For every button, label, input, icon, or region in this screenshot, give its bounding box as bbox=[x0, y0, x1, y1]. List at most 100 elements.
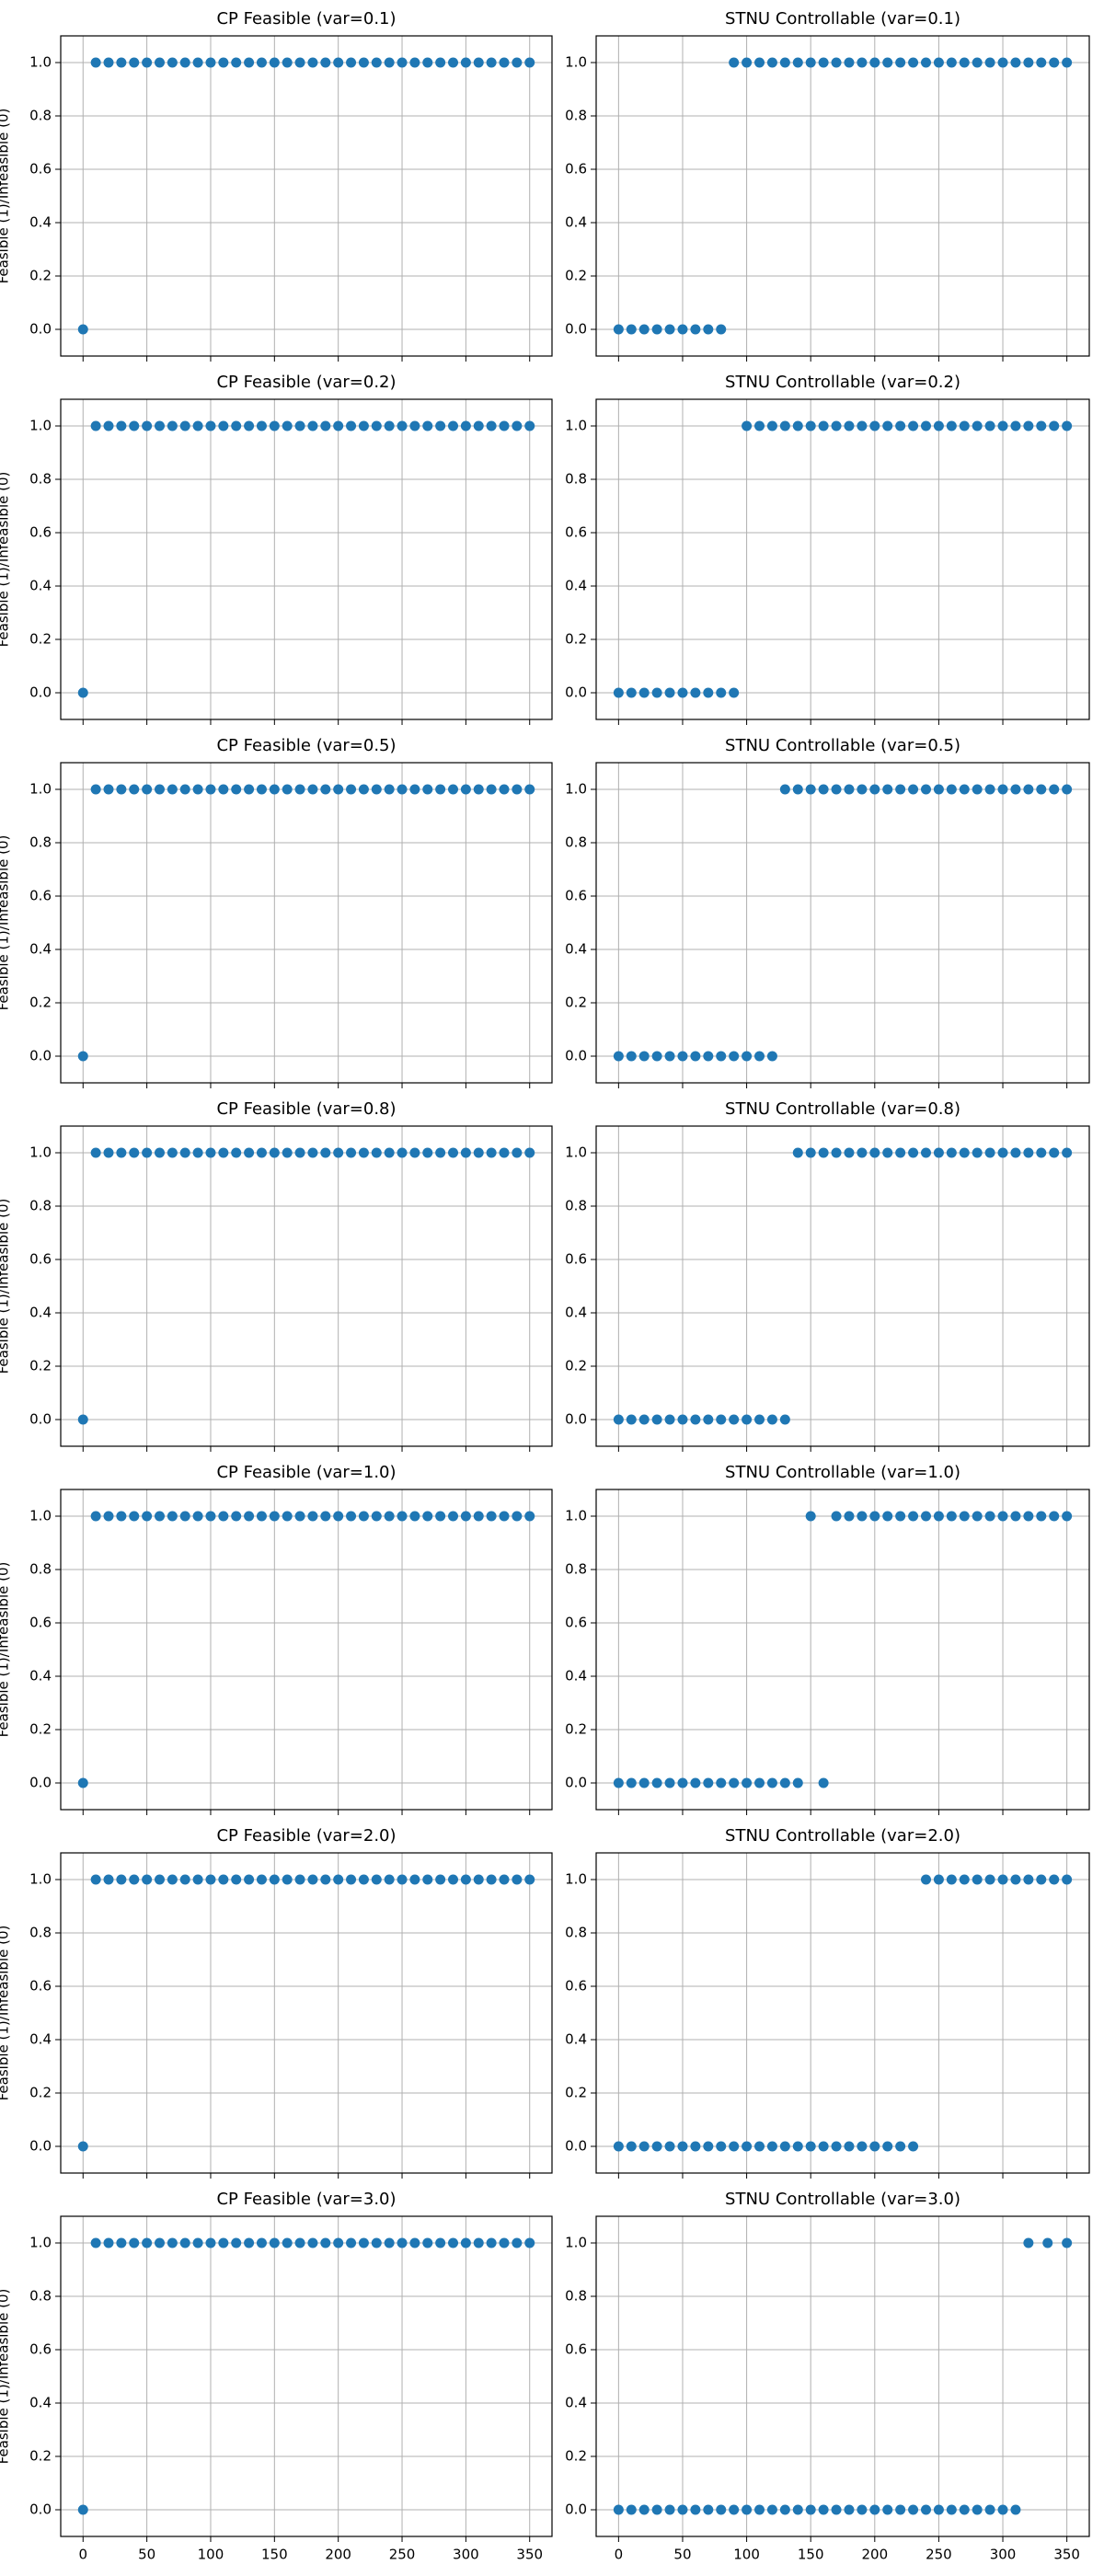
data-point bbox=[792, 2504, 803, 2515]
data-point bbox=[371, 1874, 382, 1885]
data-point bbox=[818, 1147, 829, 1158]
data-point bbox=[1062, 1147, 1073, 1158]
data-point bbox=[448, 784, 459, 795]
data-point bbox=[269, 2237, 280, 2248]
data-point bbox=[218, 1511, 229, 1522]
data-point bbox=[933, 57, 944, 68]
axes-frame bbox=[60, 1125, 553, 1447]
y-tick-label: 0.6 bbox=[29, 888, 52, 904]
y-tick-label: 0.8 bbox=[29, 1561, 52, 1578]
data-point bbox=[499, 420, 510, 431]
data-point bbox=[857, 2141, 868, 2152]
data-point bbox=[524, 420, 535, 431]
data-point bbox=[142, 57, 153, 68]
y-tick-label: 0.2 bbox=[565, 631, 587, 648]
data-point bbox=[294, 784, 305, 795]
data-point bbox=[167, 57, 178, 68]
data-point bbox=[448, 57, 459, 68]
data-point bbox=[1036, 784, 1047, 795]
data-point bbox=[179, 1147, 190, 1158]
data-point bbox=[844, 1147, 855, 1158]
data-point bbox=[269, 1511, 280, 1522]
axes-frame bbox=[595, 35, 1090, 357]
data-point bbox=[90, 420, 101, 431]
data-point bbox=[908, 420, 919, 431]
data-point bbox=[473, 2237, 484, 2248]
data-point bbox=[754, 57, 765, 68]
data-point bbox=[460, 2237, 471, 2248]
y-tick-label: 0.6 bbox=[565, 161, 587, 178]
data-point bbox=[1049, 57, 1060, 68]
data-point bbox=[792, 57, 803, 68]
data-point bbox=[244, 420, 255, 431]
data-point bbox=[167, 784, 178, 795]
y-tick-label: 0.2 bbox=[565, 995, 587, 1011]
data-point bbox=[1023, 1511, 1034, 1522]
data-point bbox=[512, 1874, 523, 1885]
y-tick-label: 0.6 bbox=[29, 524, 52, 541]
data-point bbox=[103, 57, 114, 68]
data-point bbox=[435, 420, 446, 431]
data-point bbox=[779, 2141, 790, 2152]
data-point bbox=[294, 57, 305, 68]
data-point bbox=[435, 57, 446, 68]
data-point bbox=[473, 1874, 484, 1885]
data-point bbox=[167, 1874, 178, 1885]
data-point bbox=[448, 1874, 459, 1885]
data-point bbox=[766, 1777, 777, 1788]
y-axis-label: Feasible (1)/Infeasible (0) bbox=[0, 1926, 12, 2101]
data-point bbox=[805, 420, 816, 431]
data-point bbox=[218, 420, 229, 431]
data-point bbox=[754, 2141, 765, 2152]
data-point bbox=[256, 1874, 267, 1885]
data-point bbox=[397, 1874, 408, 1885]
data-point bbox=[409, 1874, 420, 1885]
y-tick-label: 0.8 bbox=[29, 2288, 52, 2305]
data-point bbox=[435, 1511, 446, 1522]
data-point bbox=[103, 420, 114, 431]
y-tick-label: 0.4 bbox=[565, 214, 587, 231]
data-point bbox=[997, 1874, 1008, 1885]
subplot-title: STNU Controllable (var=1.0) bbox=[725, 1463, 960, 1482]
data-point bbox=[766, 1414, 777, 1425]
subplot-title: CP Feasible (var=0.2) bbox=[216, 373, 396, 392]
y-tick-label: 0.6 bbox=[565, 2341, 587, 2358]
data-point bbox=[613, 324, 624, 335]
data-point bbox=[358, 420, 369, 431]
data-point bbox=[690, 687, 701, 698]
y-tick-label: 0.6 bbox=[29, 1251, 52, 1268]
y-tick-label: 0.0 bbox=[29, 1411, 52, 1428]
data-point bbox=[103, 2237, 114, 2248]
data-point bbox=[920, 420, 931, 431]
y-axis-label: Feasible (1)/Infeasible (0) bbox=[0, 2289, 12, 2465]
data-point bbox=[192, 1147, 203, 1158]
data-point bbox=[626, 687, 637, 698]
data-point bbox=[818, 2141, 829, 2152]
data-point bbox=[103, 1874, 114, 1885]
data-point bbox=[473, 420, 484, 431]
data-point bbox=[729, 57, 740, 68]
data-point bbox=[613, 1414, 624, 1425]
data-point bbox=[307, 1874, 318, 1885]
data-point bbox=[192, 57, 203, 68]
data-point bbox=[972, 2504, 983, 2515]
data-point bbox=[742, 1051, 753, 1062]
data-point bbox=[626, 1414, 637, 1425]
y-tick-label: 0.8 bbox=[565, 2288, 587, 2305]
data-point bbox=[294, 2237, 305, 2248]
data-point bbox=[984, 2504, 995, 2515]
data-point bbox=[384, 2237, 395, 2248]
subplot: 0.0 0.2 0.4 0.6 0.8 1.0 CP Feasible (var=1.0) F… bbox=[0, 1463, 553, 1815]
data-point bbox=[1049, 1147, 1060, 1158]
data-point bbox=[831, 2141, 842, 2152]
data-point bbox=[205, 2237, 216, 2248]
y-tick-label: 0.6 bbox=[565, 524, 587, 541]
data-point bbox=[320, 1874, 331, 1885]
data-point bbox=[972, 1874, 983, 1885]
data-point bbox=[729, 1777, 740, 1788]
subplot: 0.0 0.2 0.4 0.6 0.8 1.0 CP Feasible (var=0.5) F… bbox=[0, 736, 553, 1088]
data-point bbox=[422, 784, 433, 795]
data-point bbox=[205, 1874, 216, 1885]
data-point bbox=[959, 784, 970, 795]
y-tick-label: 0.4 bbox=[29, 214, 52, 231]
